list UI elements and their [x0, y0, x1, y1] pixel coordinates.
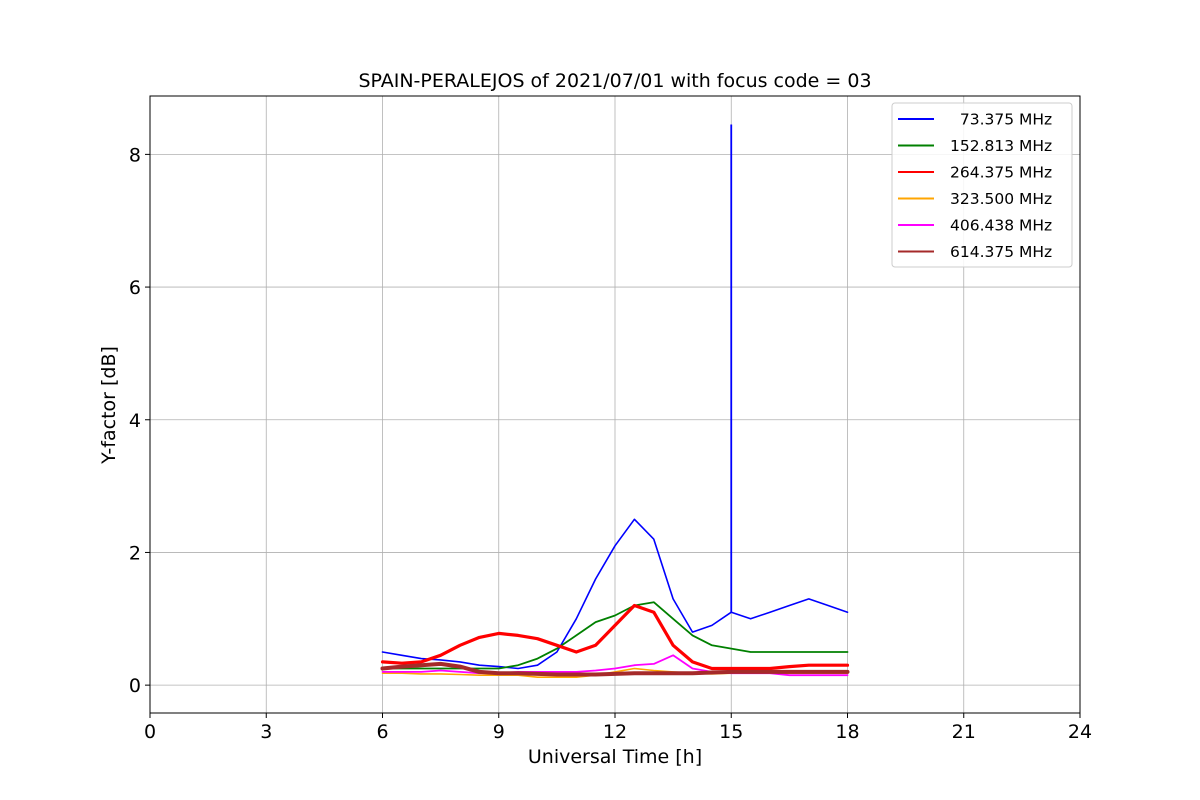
legend-label: 264.375 MHz	[950, 164, 1052, 182]
y-tick-label: 8	[129, 144, 141, 166]
y-axis-label: Y-factor [dB]	[98, 346, 120, 465]
x-tick-label: 6	[376, 721, 388, 743]
legend-label: 323.500 MHz	[950, 190, 1052, 208]
x-tick-label: 9	[493, 721, 505, 743]
series-line-3	[380, 603, 850, 671]
y-tick-label: 6	[129, 277, 141, 299]
legend-label: 73.375 MHz	[950, 111, 1052, 129]
x-tick-label: 3	[260, 721, 272, 743]
y-tick-label: 4	[129, 410, 141, 432]
chart-title: SPAIN-PERALEJOS of 2021/07/01 with focus…	[358, 70, 871, 92]
x-tick-label: 0	[144, 721, 156, 743]
legend: 73.375 MHz 152.813 MHz 264.375 MHz 323.500 …	[891, 102, 1073, 268]
legend-label: 152.813 MHz	[950, 137, 1052, 155]
legend-box	[891, 102, 1073, 268]
series-line-1	[381, 518, 849, 670]
y-tick-label: 0	[129, 675, 141, 697]
y-tick-label: 2	[129, 542, 141, 564]
plot-lines	[380, 124, 850, 679]
legend-label: 406.438 MHz	[950, 217, 1052, 235]
series-line-6	[380, 661, 850, 677]
x-axis-label: Universal Time [h]	[528, 746, 702, 768]
x-tick-label: 21	[952, 721, 976, 743]
x-tick-label: 15	[719, 721, 743, 743]
legend-label: 614.375 MHz	[950, 243, 1052, 261]
x-tick-label: 18	[835, 721, 859, 743]
x-tick-label: 12	[603, 721, 627, 743]
x-tick-label: 24	[1068, 721, 1092, 743]
